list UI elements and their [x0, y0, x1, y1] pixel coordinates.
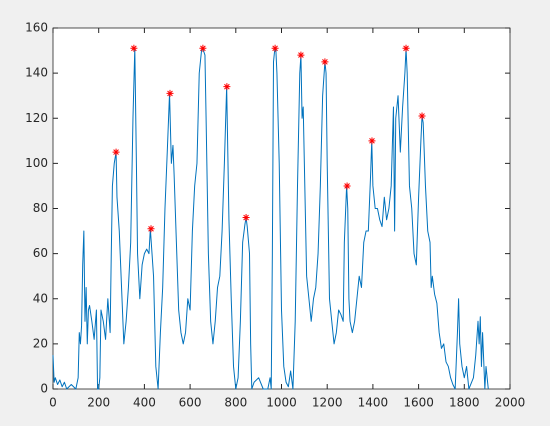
x-tick-label: 1800: [449, 396, 480, 410]
x-tick-label: 1600: [403, 396, 434, 410]
peak-marker: [321, 58, 329, 66]
x-tick-label: 400: [133, 396, 156, 410]
x-tick-label: 200: [87, 396, 110, 410]
y-tick-label: 20: [33, 336, 48, 350]
x-tick-label: 1400: [358, 396, 389, 410]
peak-marker: [112, 148, 120, 156]
peak-marker: [130, 44, 138, 52]
x-tick-label: 600: [179, 396, 202, 410]
y-tick-label: 160: [25, 21, 48, 35]
y-tick-label: 140: [25, 66, 48, 80]
x-tick-label: 1200: [312, 396, 343, 410]
y-tick-label: 0: [40, 382, 48, 396]
x-tick-label: 0: [49, 396, 57, 410]
y-tick-label: 100: [25, 156, 48, 170]
peak-marker: [223, 83, 231, 91]
peak-marker: [402, 44, 410, 52]
data-line: [52, 47, 489, 390]
peak-marker: [368, 137, 376, 145]
peak-marker: [297, 51, 305, 59]
peak-marker: [147, 225, 155, 233]
x-tick-label: 1000: [266, 396, 297, 410]
y-tick-label: 60: [33, 246, 48, 260]
peak-marker: [199, 44, 207, 52]
y-tick-label: 40: [33, 291, 48, 305]
x-tick-label: 2000: [495, 396, 526, 410]
y-tick-label: 120: [25, 111, 48, 125]
peak-marker: [166, 89, 174, 97]
x-tick-label: 800: [224, 396, 247, 410]
peak-marker: [242, 214, 250, 222]
peak-marker: [343, 182, 351, 190]
y-tick-label: 80: [33, 201, 48, 215]
peak-marker: [418, 112, 426, 120]
plot-area: [52, 27, 511, 390]
peak-marker: [271, 44, 279, 52]
